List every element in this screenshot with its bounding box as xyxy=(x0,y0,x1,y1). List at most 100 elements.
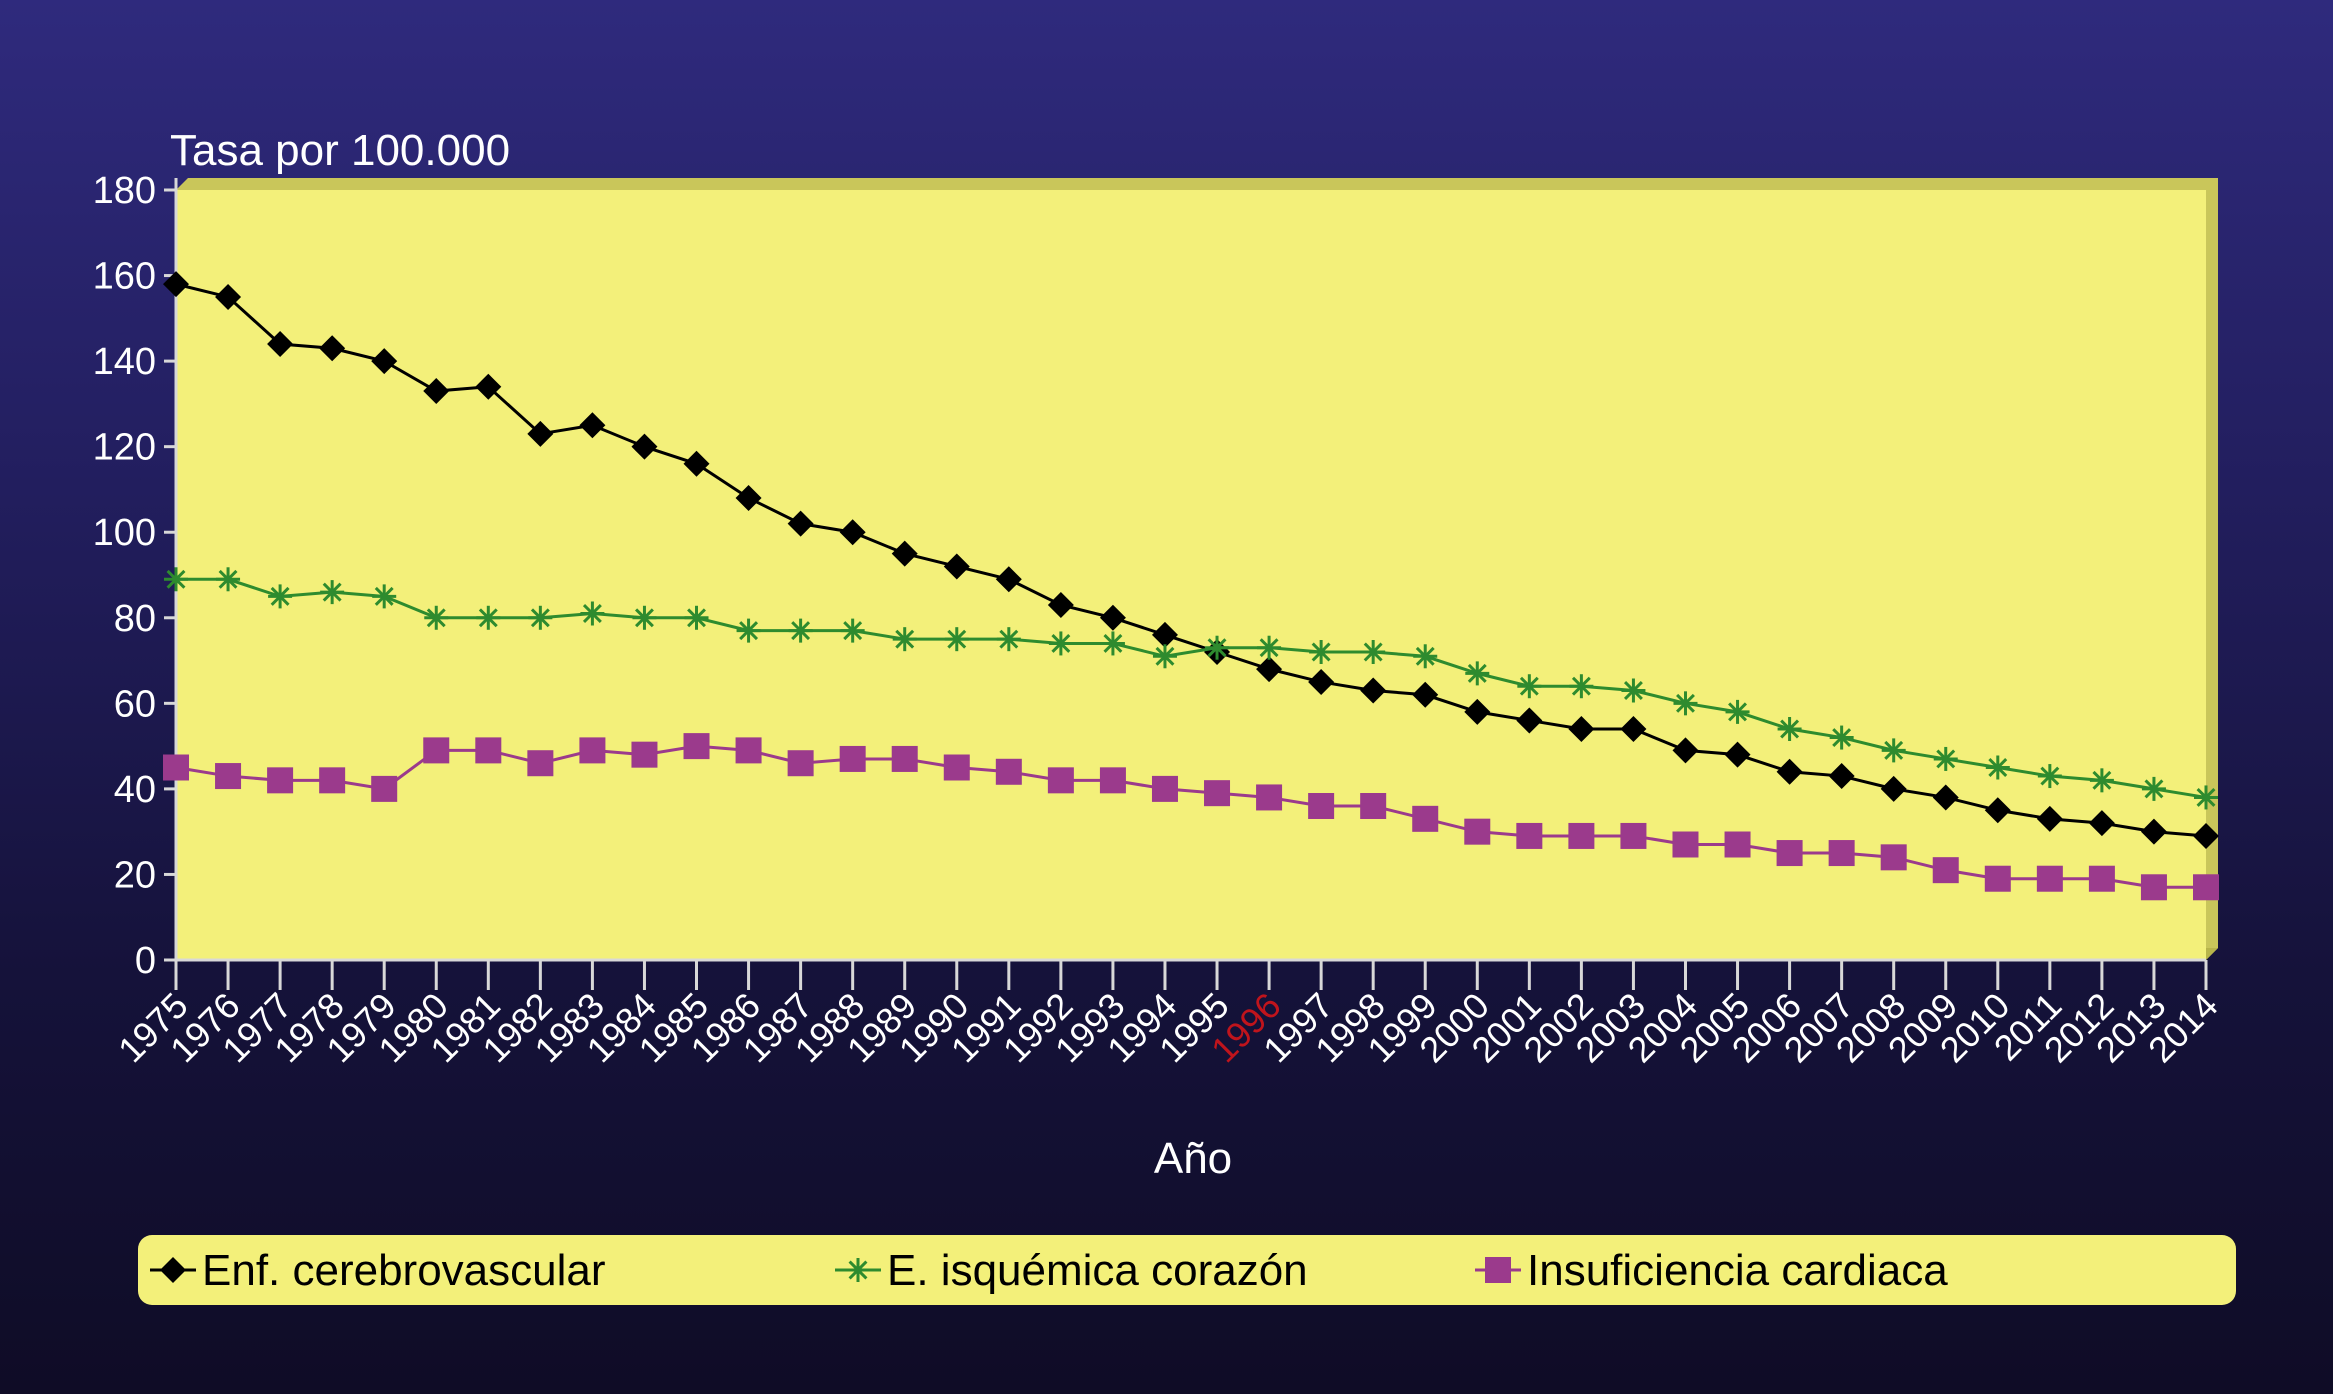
data-point xyxy=(1152,644,1177,669)
data-point xyxy=(2140,818,2167,845)
data-point xyxy=(735,737,762,764)
legend-label: Enf. cerebrovascular xyxy=(202,1246,606,1295)
data-point xyxy=(2036,865,2063,892)
data-point xyxy=(1985,755,2010,780)
data-point xyxy=(1776,758,1803,785)
data-point xyxy=(632,605,657,630)
data-point xyxy=(1725,699,1750,724)
data-point xyxy=(1828,763,1855,790)
series-3 xyxy=(163,733,2219,901)
data-point xyxy=(2036,805,2063,832)
data-point xyxy=(1776,840,1803,867)
y-tick-label: 20 xyxy=(114,854,156,896)
x-axis-title: Año xyxy=(1154,1134,1232,1183)
y-tick-label: 120 xyxy=(93,427,156,469)
data-point xyxy=(995,566,1022,593)
data-point xyxy=(1360,793,1387,819)
data-point xyxy=(319,335,346,362)
data-point xyxy=(319,767,346,794)
data-point xyxy=(423,378,450,405)
data-point xyxy=(1777,717,1802,741)
data-point xyxy=(684,605,709,630)
data-point xyxy=(944,627,969,652)
y-axis-title: Tasa por 100.000 xyxy=(170,126,510,175)
data-point xyxy=(1880,775,1907,802)
data-point xyxy=(1620,822,1647,849)
y-tick-label: 160 xyxy=(93,256,156,298)
data-point xyxy=(475,373,502,400)
data-point xyxy=(2088,865,2115,892)
data-point xyxy=(1308,668,1335,695)
data-point xyxy=(163,754,189,781)
data-point xyxy=(1099,767,1126,794)
data-point xyxy=(846,1258,870,1282)
plot-area xyxy=(176,190,2206,960)
data-point xyxy=(579,412,606,439)
data-point xyxy=(2089,768,2114,793)
data-point xyxy=(2037,764,2062,789)
data-point xyxy=(1672,737,1699,764)
data-point xyxy=(683,450,710,477)
data-point xyxy=(580,601,605,626)
data-point xyxy=(2193,874,2219,901)
data-point xyxy=(1257,635,1282,660)
y-tick-label: 180 xyxy=(93,170,156,212)
data-point xyxy=(891,745,918,772)
data-point xyxy=(1360,677,1387,704)
data-point xyxy=(528,605,553,630)
data-point xyxy=(1673,691,1698,716)
data-point xyxy=(1621,678,1646,703)
data-point xyxy=(1984,865,2011,892)
data-point xyxy=(1880,844,1907,871)
data-point xyxy=(1828,840,1855,867)
data-point xyxy=(216,567,241,592)
data-point xyxy=(1517,674,1542,699)
data-point xyxy=(1047,767,1074,794)
data-point xyxy=(1048,631,1073,656)
y-tick-label: 40 xyxy=(114,769,156,811)
data-point xyxy=(1932,784,1959,811)
series-2 xyxy=(164,567,2218,810)
data-point xyxy=(996,627,1021,652)
data-point xyxy=(1568,822,1595,849)
data-point xyxy=(1620,716,1647,742)
data-point xyxy=(268,584,293,609)
data-point xyxy=(1256,656,1283,683)
series-layer xyxy=(163,271,2219,901)
data-point xyxy=(1932,857,1959,884)
data-point xyxy=(1412,681,1439,708)
data-point xyxy=(1361,640,1386,664)
data-point xyxy=(527,420,554,447)
data-point xyxy=(788,618,813,643)
data-point xyxy=(215,283,242,310)
legend-label: E. isquémica corazón xyxy=(887,1246,1308,1295)
legend-item-3: Insuficiencia cardiaca xyxy=(1475,1246,1948,1295)
data-point xyxy=(2140,874,2167,901)
legend-box xyxy=(138,1235,2236,1305)
data-point xyxy=(371,348,398,375)
data-point xyxy=(1984,797,2011,824)
data-point xyxy=(683,733,710,760)
series-line xyxy=(176,577,2207,799)
data-point xyxy=(839,745,866,772)
data-point xyxy=(1829,725,1854,750)
data-point xyxy=(1308,793,1335,819)
y-tick-label: 60 xyxy=(114,683,156,725)
data-point xyxy=(1204,780,1231,807)
data-point xyxy=(1933,746,1958,771)
data-point xyxy=(839,519,866,546)
legend-item-2: E. isquémica corazón xyxy=(835,1246,1308,1295)
data-point xyxy=(163,271,189,298)
legend-label: Insuficiencia cardiaca xyxy=(1527,1246,1948,1295)
data-point xyxy=(1413,644,1438,669)
data-point xyxy=(2193,822,2219,849)
data-point xyxy=(215,763,242,790)
data-point xyxy=(267,767,294,794)
data-point xyxy=(423,737,450,764)
data-point xyxy=(1724,831,1751,858)
data-point xyxy=(1568,716,1595,742)
data-point xyxy=(1047,591,1074,618)
data-point xyxy=(424,605,449,630)
data-point xyxy=(735,485,762,511)
series-line xyxy=(175,282,2207,838)
